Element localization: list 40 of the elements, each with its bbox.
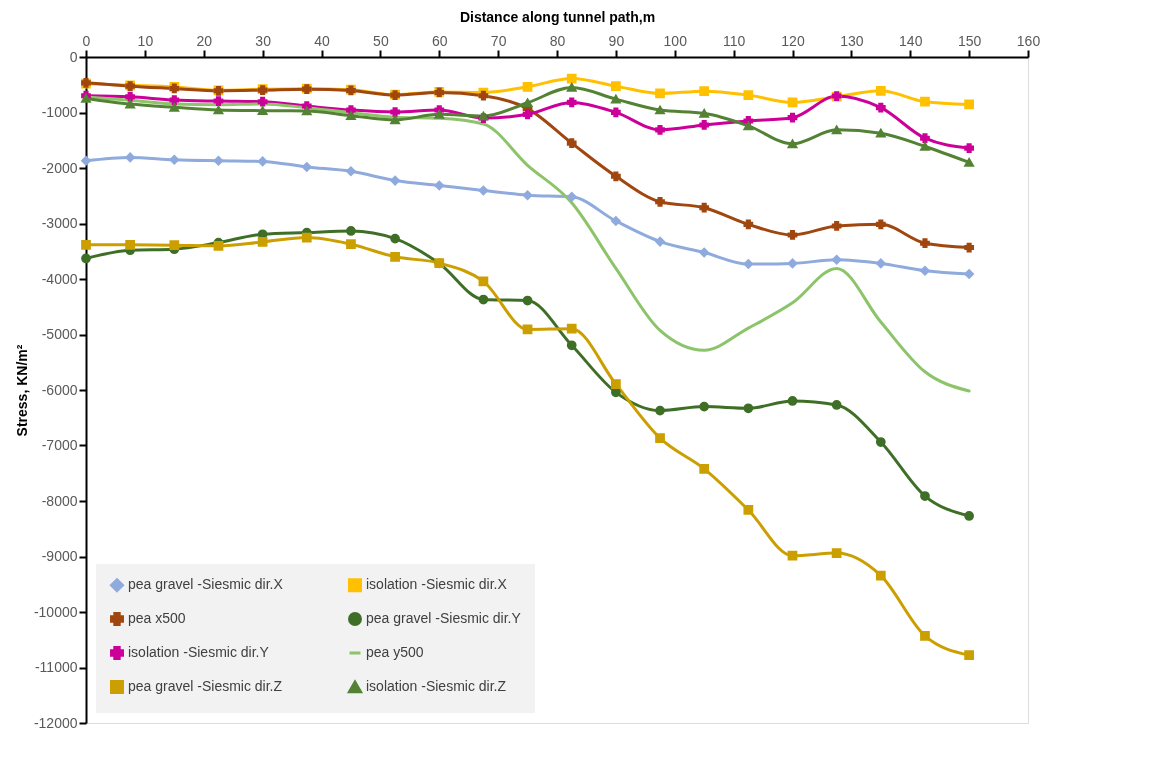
y-tick-label: -3000 bbox=[41, 215, 78, 231]
y-tick-label: -9000 bbox=[41, 548, 78, 564]
x-tick-label: 0 bbox=[82, 32, 91, 49]
legend-label: isolation -Siesmic dir.Z bbox=[366, 678, 507, 694]
x-tick-label: 140 bbox=[899, 32, 923, 49]
x-tick-label: 30 bbox=[255, 32, 272, 49]
y-tick-label: -1000 bbox=[41, 104, 78, 120]
y-tick-label: -5000 bbox=[41, 326, 78, 342]
legend-label: pea gravel -Siesmic dir.Z bbox=[128, 678, 283, 694]
legend-label: pea x500 bbox=[128, 610, 186, 626]
legend-label: pea gravel -Siesmic dir.X bbox=[128, 576, 284, 593]
x-tick-label: 60 bbox=[431, 32, 448, 49]
y-tick-label: -8000 bbox=[41, 492, 78, 509]
y-tick-label: -10000 bbox=[33, 603, 78, 620]
x-tick-label: 160 bbox=[1016, 32, 1041, 49]
y-tick-label: -7000 bbox=[41, 437, 78, 453]
y-tick-label: -11000 bbox=[34, 659, 78, 675]
legend-label: pea y500 bbox=[366, 644, 424, 660]
x-tick-label: 100 bbox=[663, 32, 688, 49]
y-tick-label: 0 bbox=[69, 48, 78, 65]
x-tick-label: 120 bbox=[781, 32, 805, 49]
y-tick-label: -4000 bbox=[41, 270, 78, 287]
x-tick-label: 110 bbox=[722, 32, 746, 49]
y-tick-label: -12000 bbox=[33, 714, 78, 731]
x-tick-label: 130 bbox=[840, 32, 864, 49]
x-tick-label: 20 bbox=[196, 32, 213, 49]
legend-label: isolation -Siesmic dir.X bbox=[366, 576, 508, 593]
x-tick-label: 40 bbox=[314, 32, 330, 49]
x-axis-title: Distance along tunnel path,m bbox=[459, 8, 656, 25]
x-tick-label: 10 bbox=[137, 32, 154, 49]
x-tick-label: 70 bbox=[490, 32, 507, 49]
y-tick-label: -2000 bbox=[41, 159, 78, 176]
x-tick-label: 90 bbox=[608, 32, 625, 49]
legend-label: isolation -Siesmic dir.Y bbox=[128, 644, 270, 660]
x-tick-label: 80 bbox=[549, 32, 566, 49]
x-tick-label: 50 bbox=[373, 32, 389, 49]
legend-label: pea gravel -Siesmic dir.Y bbox=[366, 610, 522, 626]
y-axis-title: Stress, KN/m² bbox=[13, 344, 30, 437]
y-tick-label: -6000 bbox=[41, 381, 78, 398]
x-tick-label: 150 bbox=[957, 32, 982, 49]
